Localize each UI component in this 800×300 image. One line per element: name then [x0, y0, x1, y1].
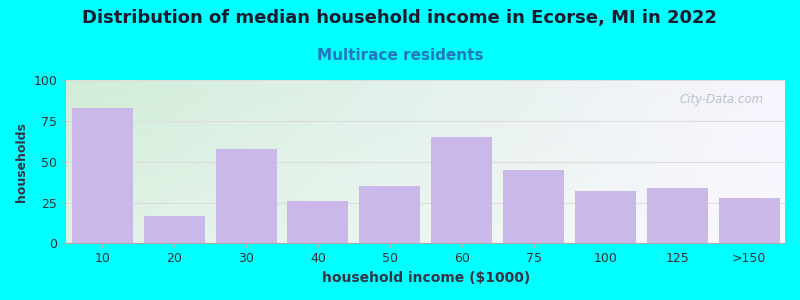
Bar [215, 148, 277, 243]
Bar [287, 201, 349, 243]
Text: Distribution of median household income in Ecorse, MI in 2022: Distribution of median household income … [82, 9, 718, 27]
Bar [575, 191, 636, 243]
Text: City-Data.com: City-Data.com [679, 93, 763, 106]
Bar [431, 137, 492, 243]
Bar [144, 216, 205, 243]
Text: Multirace residents: Multirace residents [317, 48, 483, 63]
X-axis label: household income ($1000): household income ($1000) [322, 271, 530, 285]
Bar [72, 108, 133, 243]
Bar [359, 186, 420, 243]
Bar [646, 188, 708, 243]
Y-axis label: households: households [15, 122, 28, 202]
Bar [503, 170, 564, 243]
Bar [718, 198, 780, 243]
